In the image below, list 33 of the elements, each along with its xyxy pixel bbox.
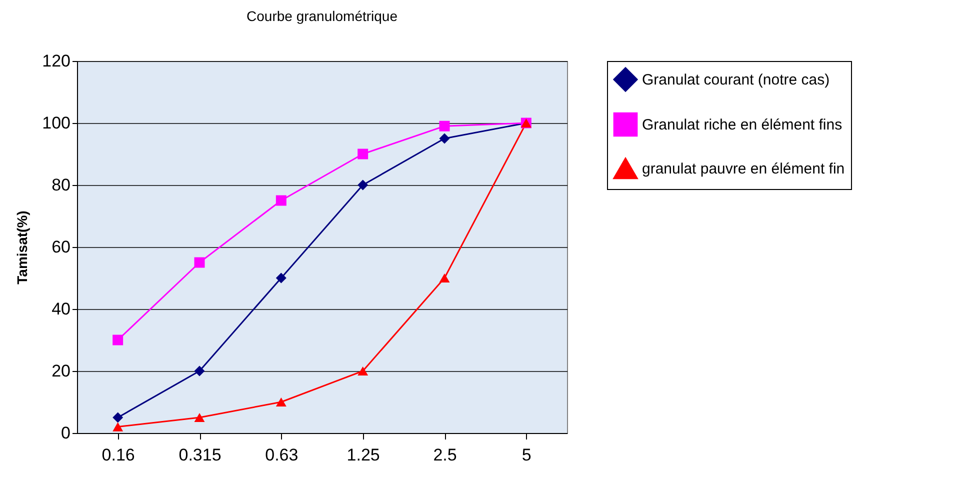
x-tick-label: 0.16 <box>102 446 135 464</box>
legend-label: Granulat courant (notre cas) <box>642 72 830 88</box>
y-tick-label: 60 <box>52 238 70 256</box>
point <box>358 148 368 160</box>
y-axis-title: Tamisat(%) <box>14 210 30 284</box>
point <box>194 257 205 268</box>
point <box>358 180 368 190</box>
y-tick-label: 120 <box>42 52 70 70</box>
y-tick-label: 0 <box>61 424 70 442</box>
legend-label: granulat pauvre en élément fin <box>642 160 845 178</box>
point <box>439 120 450 132</box>
point <box>358 366 368 376</box>
x-tick-label: 2.5 <box>433 446 457 464</box>
y-tick-label: 100 <box>42 114 70 132</box>
point <box>112 412 124 423</box>
x-tick-label: 5 <box>522 446 532 464</box>
point <box>112 422 124 432</box>
x-tick-label: 0.63 <box>265 446 298 464</box>
y-tick-label: 40 <box>52 300 70 318</box>
point <box>439 273 450 283</box>
point <box>276 195 286 206</box>
chart-title: Courbe granulométrique <box>246 8 398 24</box>
x-tick-label: 0.315 <box>178 446 222 464</box>
point <box>276 272 286 284</box>
point <box>194 366 205 376</box>
legend-label: Granulat riche en élément fins <box>642 116 842 134</box>
point <box>276 397 286 407</box>
y-tick-label: 80 <box>52 176 70 194</box>
point <box>112 334 124 346</box>
x-tick-label: 1.25 <box>346 446 380 464</box>
point <box>194 412 205 422</box>
point <box>439 133 450 144</box>
y-tick-label: 20 <box>52 362 70 380</box>
